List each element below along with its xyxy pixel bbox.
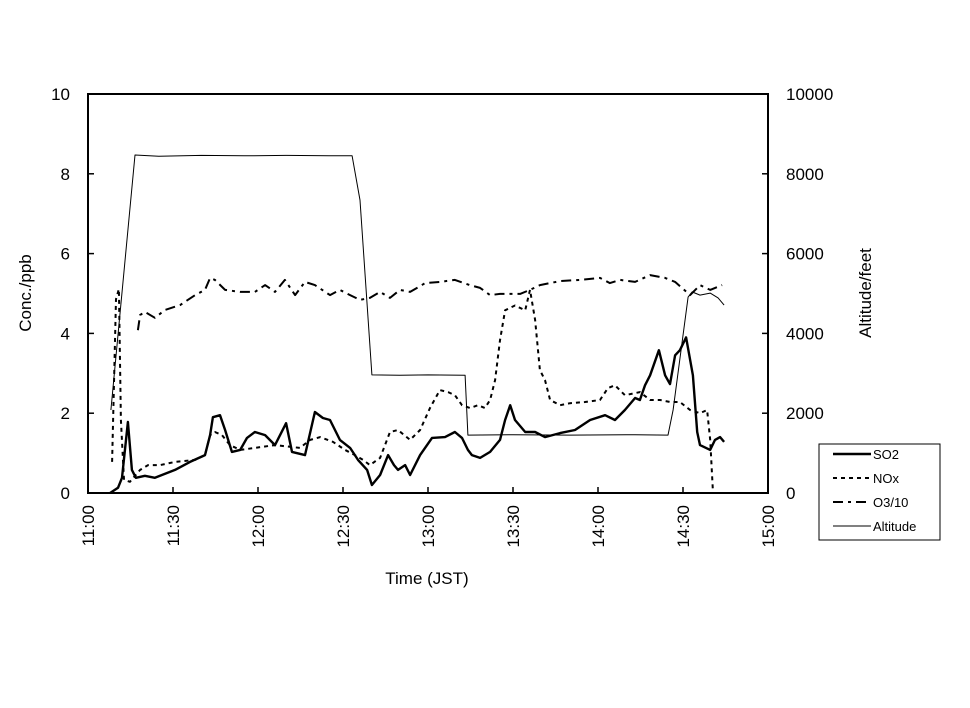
y2-tick-label: 10000 [786,85,833,104]
x-tick-label: 13:30 [504,505,523,548]
series-line-o3-10 [136,274,723,331]
x-tick-label: 14:30 [674,505,693,548]
x-tick-label: 14:00 [589,505,608,548]
x-axis-label: Time (JST) [385,569,468,588]
x-tick-label: 15:00 [759,505,778,548]
y2-tick-label: 8000 [786,165,824,184]
y2-tick-label: 2000 [786,404,824,423]
x-tick-label: 12:00 [249,505,268,548]
y2-axis-label: Altitude/feet [856,248,875,338]
x-tick-label: 11:30 [164,505,183,546]
legend-label-o3-10: O3/10 [873,495,908,510]
legend-label-altitude: Altitude [873,519,916,534]
y-tick-label: 10 [51,85,70,104]
y2-tick-label: 6000 [786,245,824,264]
legend-box [818,443,941,541]
x-tick-label: 12:30 [334,505,353,548]
legend-label-so2: SO2 [873,447,899,462]
plot-area [87,93,769,494]
x-tick-label: 11:00 [79,505,98,546]
y-tick-label: 0 [61,484,70,503]
x-tick-label: 13:00 [419,505,438,548]
series-line-nox [111,288,714,494]
series-line-so2 [109,336,726,495]
legend: SO2 NOx O3/10 Altitude [818,443,941,541]
y-axis-label: Conc./ppb [16,254,35,332]
y-tick-label: 4 [61,324,70,343]
y2-tick-label: 4000 [786,324,824,343]
y-tick-label: 6 [61,245,70,264]
series-line-altitude [110,154,725,436]
y2-tick-label: 0 [786,484,795,503]
y-tick-label: 2 [61,404,70,423]
y-tick-label: 8 [61,165,70,184]
legend-label-nox: NOx [873,471,900,486]
